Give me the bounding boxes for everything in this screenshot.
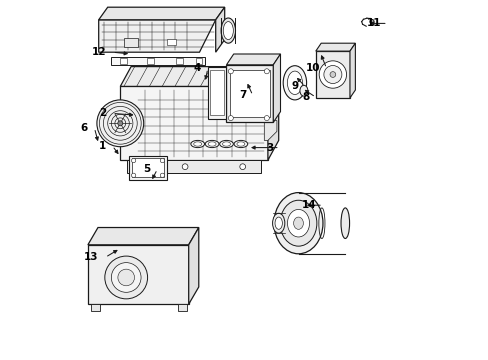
Ellipse shape (222, 142, 230, 146)
Polygon shape (188, 228, 199, 304)
Ellipse shape (205, 140, 219, 148)
Polygon shape (111, 57, 204, 65)
Text: 10: 10 (305, 63, 320, 73)
Polygon shape (226, 54, 280, 65)
Circle shape (228, 69, 233, 74)
Text: 5: 5 (143, 164, 151, 174)
Ellipse shape (280, 200, 316, 246)
Circle shape (160, 173, 164, 177)
Ellipse shape (118, 269, 134, 286)
Circle shape (319, 61, 346, 88)
Ellipse shape (340, 208, 349, 238)
Text: 11: 11 (366, 18, 381, 28)
Polygon shape (315, 43, 355, 51)
Polygon shape (120, 67, 278, 86)
Circle shape (323, 66, 341, 84)
Bar (176, 58, 182, 64)
Ellipse shape (287, 71, 302, 94)
Ellipse shape (234, 140, 247, 148)
Circle shape (97, 100, 143, 147)
Polygon shape (264, 119, 276, 140)
Ellipse shape (223, 22, 233, 40)
Circle shape (131, 173, 136, 177)
Circle shape (118, 121, 122, 126)
Ellipse shape (190, 140, 204, 148)
Circle shape (239, 164, 245, 170)
Polygon shape (315, 51, 349, 98)
Circle shape (369, 19, 373, 24)
Bar (120, 58, 126, 64)
Text: 9: 9 (291, 81, 298, 91)
Text: 2: 2 (99, 108, 106, 118)
Circle shape (228, 116, 233, 121)
Bar (147, 58, 153, 64)
Bar (210, 70, 224, 115)
Circle shape (264, 116, 269, 121)
Ellipse shape (293, 217, 303, 229)
Polygon shape (178, 304, 186, 311)
Ellipse shape (283, 66, 306, 100)
Circle shape (142, 164, 148, 170)
Text: 1: 1 (99, 141, 106, 151)
Polygon shape (273, 54, 280, 122)
Circle shape (160, 158, 164, 163)
Ellipse shape (299, 85, 307, 96)
Polygon shape (99, 7, 224, 20)
Text: 8: 8 (302, 92, 309, 102)
Polygon shape (208, 67, 225, 119)
Bar (123, 38, 138, 47)
Bar (196, 58, 202, 64)
Polygon shape (267, 67, 278, 160)
Ellipse shape (104, 256, 147, 299)
Ellipse shape (111, 263, 141, 292)
Ellipse shape (221, 18, 235, 43)
Ellipse shape (193, 142, 201, 146)
Polygon shape (226, 65, 273, 122)
Text: 12: 12 (91, 47, 106, 57)
Ellipse shape (274, 217, 282, 229)
Polygon shape (215, 7, 224, 52)
Polygon shape (120, 86, 267, 160)
Ellipse shape (237, 142, 244, 146)
Bar (167, 39, 176, 45)
Text: 7: 7 (239, 90, 246, 100)
Circle shape (264, 69, 269, 74)
Ellipse shape (273, 193, 322, 254)
Polygon shape (264, 63, 276, 85)
Text: 14: 14 (301, 200, 316, 210)
Text: 3: 3 (265, 143, 273, 153)
Text: 13: 13 (84, 252, 99, 262)
Bar (132, 158, 163, 177)
Polygon shape (88, 228, 199, 245)
Polygon shape (88, 245, 188, 304)
Ellipse shape (208, 142, 216, 146)
Polygon shape (264, 91, 276, 113)
Polygon shape (91, 304, 101, 311)
Polygon shape (349, 43, 355, 98)
Bar (128, 156, 167, 180)
Bar (230, 70, 269, 117)
Polygon shape (99, 20, 215, 52)
Text: 4: 4 (194, 63, 201, 73)
Circle shape (329, 72, 335, 77)
Text: 6: 6 (81, 123, 88, 133)
Circle shape (182, 164, 187, 170)
Polygon shape (127, 160, 260, 173)
Ellipse shape (219, 140, 233, 148)
Ellipse shape (287, 210, 309, 237)
Ellipse shape (272, 213, 284, 233)
Circle shape (131, 158, 136, 163)
